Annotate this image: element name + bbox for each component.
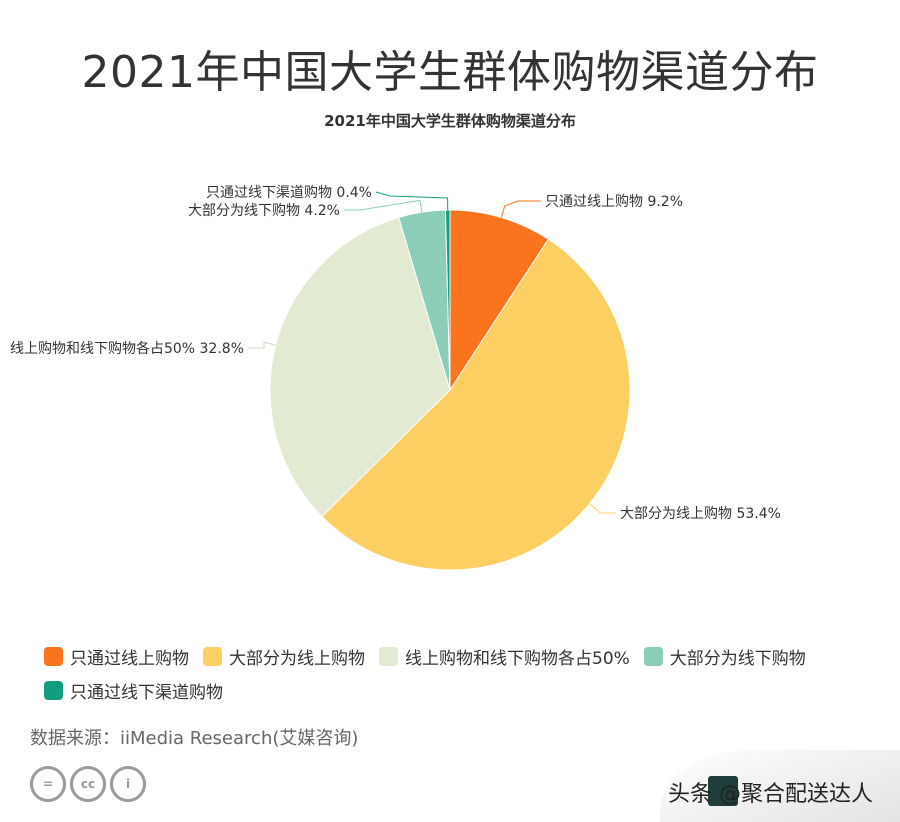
chart-title: 2021年中国大学生群体购物渠道分布 xyxy=(324,112,576,130)
legend-label: 线上购物和线下购物各占50% xyxy=(405,648,630,669)
equals-icon: = xyxy=(30,766,66,802)
legend-swatch xyxy=(379,646,398,666)
pie-slice xyxy=(449,209,550,392)
chart-legend: 只通过线上购物 大部分为线上购物 线上购物和线下购物各占50% 大部分为线下购物只通过… xyxy=(44,644,874,703)
cc-icon: cc xyxy=(70,766,106,802)
leader-line xyxy=(248,341,276,349)
legend-label: 大部分为线上购物 xyxy=(229,648,365,669)
slice-label: 只通过线上购物 9.2% xyxy=(545,194,683,210)
slice-label: 只通过线下渠道购物 0.4% xyxy=(206,185,372,201)
legend-label: 只通过线下渠道购物 xyxy=(70,682,223,703)
watermark-band xyxy=(660,750,900,822)
pie-slice xyxy=(269,216,451,518)
leader-line xyxy=(589,503,616,514)
legend-swatch xyxy=(44,646,63,666)
license-icons: = cc i xyxy=(30,766,146,802)
leader-line xyxy=(344,199,423,213)
leader-line xyxy=(500,200,541,218)
slice-label: 大部分为线下购物 4.2% xyxy=(188,203,340,219)
legend-label: 大部分为线下购物 xyxy=(669,648,806,669)
watermark-text: 头条 @聚合配送达人 xyxy=(668,782,873,807)
watermark-logo xyxy=(708,776,738,806)
legend-label: 只通过线上购物 xyxy=(70,648,189,669)
data-source: 数据来源：iiMedia Research(艾媒咨询) xyxy=(30,728,359,749)
slice-label: 大部分为线上购物 53.4% xyxy=(620,506,781,522)
legend-item: 线上购物和线下购物各占50% xyxy=(379,644,630,669)
legend-item: 只通过线上购物 xyxy=(44,644,189,669)
slice-label: 线上购物和线下购物各占50% 32.8% xyxy=(10,341,244,357)
page-title: 2021年中国大学生群体购物渠道分布 xyxy=(81,47,819,98)
legend-item: 只通过线下渠道购物 xyxy=(44,678,223,703)
legend-item: 大部分为线上购物 xyxy=(203,644,365,669)
legend-swatch xyxy=(643,646,663,666)
legend-swatch xyxy=(203,646,222,666)
pie-slice xyxy=(444,209,451,391)
pie-slice xyxy=(321,238,631,571)
leader-line xyxy=(375,191,449,211)
legend-item: 大部分为线下购物 xyxy=(643,644,806,669)
legend-swatch xyxy=(44,680,63,700)
person-icon: i xyxy=(110,766,146,802)
